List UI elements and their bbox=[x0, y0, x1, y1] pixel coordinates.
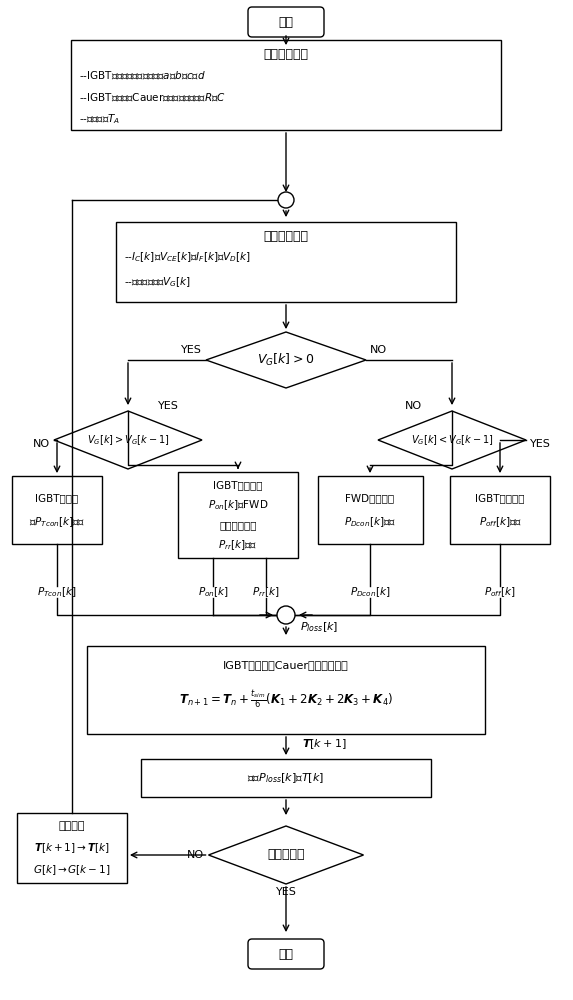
Bar bbox=[141, 759, 431, 797]
Text: $V_G[k]>0$: $V_G[k]>0$ bbox=[257, 352, 315, 368]
Text: 耗$P_{Tcon}[k]$计算: 耗$P_{Tcon}[k]$计算 bbox=[29, 515, 85, 529]
Text: $P_{on}[k]$和FWD: $P_{on}[k]$和FWD bbox=[208, 498, 268, 512]
Text: 输入以下数据: 输入以下数据 bbox=[264, 48, 308, 62]
Text: 结束: 结束 bbox=[278, 948, 293, 960]
Bar bbox=[87, 646, 485, 734]
Bar bbox=[17, 813, 127, 883]
FancyBboxPatch shape bbox=[248, 939, 324, 969]
Text: $\boldsymbol{T}_{n+1}=\boldsymbol{T}_n+\frac{t_{sim}}{6}(\boldsymbol{K}_1+2\bold: $\boldsymbol{T}_{n+1}=\boldsymbol{T}_n+\… bbox=[179, 689, 393, 711]
Bar bbox=[317, 476, 422, 544]
Text: NO: NO bbox=[33, 439, 50, 449]
Text: --$I_C$[$k$]、$V_{CE}$[$k$]、$I_F$[$k$]、$V_D$[$k$]: --$I_C$[$k$]、$V_{CE}$[$k$]、$I_F$[$k$]、$V… bbox=[124, 250, 250, 264]
Text: $P_{on}[k]$: $P_{on}[k]$ bbox=[198, 585, 229, 599]
Text: FWD通态损耗: FWD通态损耗 bbox=[346, 493, 395, 503]
FancyBboxPatch shape bbox=[248, 7, 324, 37]
Text: YES: YES bbox=[530, 439, 551, 449]
Text: --门极触发信号$V_G$[$k$]: --门极触发信号$V_G$[$k$] bbox=[124, 275, 191, 289]
Bar bbox=[71, 40, 501, 130]
Bar bbox=[12, 476, 102, 544]
Text: $P_{rr}[k]$计算: $P_{rr}[k]$计算 bbox=[218, 538, 258, 552]
Text: $G[k]\rightarrow G[k-1]$: $G[k]\rightarrow G[k-1]$ bbox=[33, 863, 111, 877]
Text: $\boldsymbol{T}[k+1]$: $\boldsymbol{T}[k+1]$ bbox=[302, 737, 347, 751]
Text: IGBT模块等效Cauer传热网络模型: IGBT模块等效Cauer传热网络模型 bbox=[223, 660, 349, 670]
Bar bbox=[178, 472, 298, 558]
Bar bbox=[450, 476, 550, 544]
Polygon shape bbox=[206, 332, 366, 388]
Text: $P_{off}[k]$: $P_{off}[k]$ bbox=[484, 585, 516, 599]
Text: 反向恢复损耗: 反向恢复损耗 bbox=[219, 520, 257, 530]
Text: NO: NO bbox=[187, 850, 205, 860]
Text: IGBT关断损耗: IGBT关断损耗 bbox=[475, 493, 525, 503]
Circle shape bbox=[278, 192, 294, 208]
Text: --IGBT模块等效Cauer传热网络模型参数$R$、$C$: --IGBT模块等效Cauer传热网络模型参数$R$、$C$ bbox=[79, 91, 226, 103]
Polygon shape bbox=[54, 411, 202, 469]
Text: --环境温度$T_A$: --环境温度$T_A$ bbox=[79, 112, 120, 126]
Text: $P_{rr}[k]$: $P_{rr}[k]$ bbox=[252, 585, 280, 599]
Text: --IGBT模块损耗模型拟合参数$a$、$b$、$c$、$d$: --IGBT模块损耗模型拟合参数$a$、$b$、$c$、$d$ bbox=[79, 69, 206, 81]
Text: $P_{off}[k]$计算: $P_{off}[k]$计算 bbox=[478, 515, 521, 529]
Text: YES: YES bbox=[181, 345, 202, 355]
Text: IGBT开通损耗: IGBT开通损耗 bbox=[213, 480, 263, 490]
Text: 测量以下数据: 测量以下数据 bbox=[264, 231, 308, 243]
Text: 更新参数: 更新参数 bbox=[59, 821, 85, 831]
Text: 输出$P_{loss}[k]$和$T[k]$: 输出$P_{loss}[k]$和$T[k]$ bbox=[248, 771, 324, 785]
Polygon shape bbox=[378, 411, 526, 469]
Bar bbox=[116, 222, 456, 302]
Circle shape bbox=[277, 606, 295, 624]
Text: $P_{Dcon}[k]$计算: $P_{Dcon}[k]$计算 bbox=[344, 515, 396, 529]
Text: $V_G[k]<V_G[k-1]$: $V_G[k]<V_G[k-1]$ bbox=[411, 433, 493, 447]
Text: $V_G[k]>V_G[k-1]$: $V_G[k]>V_G[k-1]$ bbox=[87, 433, 169, 447]
Text: $P_{Dcon}[k]$: $P_{Dcon}[k]$ bbox=[350, 585, 390, 599]
Text: 精度要求？: 精度要求？ bbox=[267, 848, 305, 861]
Text: $\boldsymbol{T}[k+1]\rightarrow\boldsymbol{T}[k]$: $\boldsymbol{T}[k+1]\rightarrow\boldsymb… bbox=[34, 841, 110, 855]
Text: IGBT通态损: IGBT通态损 bbox=[36, 493, 79, 503]
Text: NO: NO bbox=[370, 345, 387, 355]
Text: YES: YES bbox=[158, 401, 179, 411]
Polygon shape bbox=[209, 826, 363, 884]
Text: $P_{Tcon}[k]$: $P_{Tcon}[k]$ bbox=[37, 585, 77, 599]
Text: NO: NO bbox=[405, 401, 422, 411]
Text: 开始: 开始 bbox=[278, 15, 293, 28]
Text: YES: YES bbox=[276, 887, 296, 897]
Text: $P_{loss}[k]$: $P_{loss}[k]$ bbox=[300, 620, 338, 634]
